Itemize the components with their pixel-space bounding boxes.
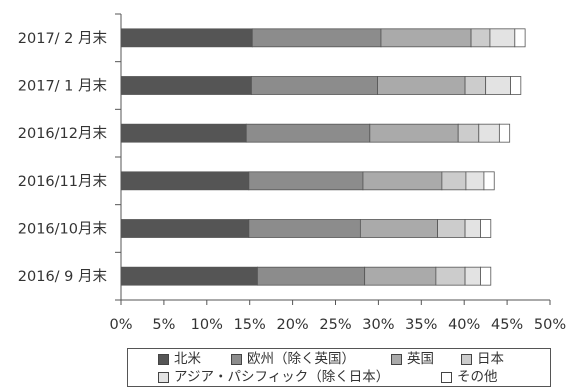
- bar-segment-4-2: [359, 219, 439, 238]
- y-tick-label: 2016/10月末: [18, 221, 108, 238]
- bar-segment-1-2: [377, 76, 466, 95]
- bars-group: [120, 28, 526, 286]
- bar-segment-2-4: [478, 123, 500, 143]
- legend-row-2: アジア・パシフィック（除く日本） その他: [128, 368, 550, 386]
- bar-segment-5-2: [364, 266, 437, 286]
- legend-label-europe: 欧州（除く英国）: [247, 351, 355, 367]
- bar-segment-1-4: [485, 76, 511, 95]
- bar-segment-5-3: [435, 266, 466, 286]
- legend-label-asia-pacific: アジア・パシフィック（除く日本）: [174, 369, 390, 385]
- y-tick-labels: 2017/ 2 月末 2017/ 1 月末 2016/12月末 2016/11月末 20…: [18, 30, 108, 285]
- bar-segment-0-1: [251, 28, 382, 48]
- x-tick-label: 50%: [534, 317, 566, 333]
- legend-swatch-north-america: [158, 353, 169, 365]
- legend-swatch-europe: [231, 353, 242, 365]
- legend-item-other: その他: [441, 368, 498, 386]
- bar-segment-2-2: [369, 123, 459, 143]
- x-tick-label: 15%: [234, 317, 266, 333]
- bar-segment-5-5: [480, 266, 492, 286]
- x-tick-label: 30%: [362, 317, 394, 333]
- legend: 北米 欧州（除く英国） 英国 日本 アジア・パシフィック（除く日本） その他: [127, 348, 551, 387]
- y-tick-label: 2017/ 2 月末: [18, 30, 108, 47]
- legend-label-uk: 英国: [407, 351, 434, 367]
- legend-label-japan: 日本: [477, 351, 504, 367]
- legend-label-other: その他: [457, 369, 498, 385]
- bar-segment-4-4: [464, 219, 481, 238]
- legend-item-asia-pacific: アジア・パシフィック（除く日本）: [158, 368, 389, 386]
- bar-segment-3-0: [120, 171, 250, 191]
- legend-item-north-america: 北米: [158, 350, 201, 368]
- bar-segment-0-4: [489, 28, 516, 48]
- bar-segment-5-4: [464, 266, 481, 286]
- y-tick-label: 2016/12月末: [18, 125, 108, 142]
- bar-segment-0-2: [380, 28, 472, 48]
- x-tick-labels: 0% 5% 10% 15% 20% 25% 30% 35% 40% 45% 50%: [109, 317, 566, 333]
- legend-swatch-uk: [391, 353, 402, 365]
- bar-segment-1-3: [464, 76, 487, 95]
- x-tick-label: 0%: [109, 317, 132, 333]
- bar-segment-2-1: [245, 123, 371, 143]
- legend-swatch-japan: [461, 353, 472, 365]
- bar-segment-3-1: [248, 171, 364, 191]
- legend-item-europe: 欧州（除く英国）: [231, 350, 355, 368]
- x-tick-label: 5%: [152, 317, 175, 333]
- y-tick-label: 2016/ 9 月末: [18, 268, 108, 285]
- legend-row-1: 北米 欧州（除く英国） 英国 日本: [128, 350, 550, 368]
- legend-swatch-other: [441, 371, 452, 383]
- bar-segment-1-1: [251, 76, 378, 95]
- legend-swatch-asia-pacific: [158, 371, 169, 383]
- bar-segment-4-1: [248, 219, 361, 238]
- bar-segment-4-3: [437, 219, 466, 238]
- bar-segment-2-5: [498, 123, 511, 143]
- bar-segment-5-0: [120, 266, 258, 286]
- legend-item-uk: 英国: [391, 350, 434, 368]
- x-tick-label: 35%: [405, 317, 437, 333]
- axis-ticks: [115, 13, 551, 305]
- bar-segment-1-5: [510, 76, 522, 95]
- bar-segment-0-3: [470, 28, 491, 48]
- bar-segment-5-1: [257, 266, 366, 286]
- bar-segment-3-4: [465, 171, 485, 191]
- bar-segment-4-5: [480, 219, 492, 238]
- legend-label-north-america: 北米: [174, 351, 201, 367]
- bar-segment-1-0: [120, 76, 252, 95]
- legend-item-japan: 日本: [461, 350, 504, 368]
- x-tick-label: 10%: [191, 317, 223, 333]
- bar-segment-2-0: [120, 123, 247, 143]
- x-tick-label: 25%: [319, 317, 351, 333]
- y-tick-label: 2016/11月末: [18, 173, 108, 190]
- x-tick-label: 40%: [448, 317, 480, 333]
- x-tick-label: 45%: [491, 317, 523, 333]
- bar-segment-3-5: [483, 171, 495, 191]
- bar-segment-0-0: [120, 28, 253, 48]
- bar-segment-3-3: [441, 171, 467, 191]
- x-tick-label: 20%: [276, 317, 308, 333]
- bar-segment-3-2: [362, 171, 443, 191]
- bar-segment-4-0: [120, 219, 250, 238]
- y-tick-label: 2017/ 1 月末: [18, 78, 108, 95]
- bar-segment-2-3: [457, 123, 480, 143]
- bar-segment-0-5: [514, 28, 526, 48]
